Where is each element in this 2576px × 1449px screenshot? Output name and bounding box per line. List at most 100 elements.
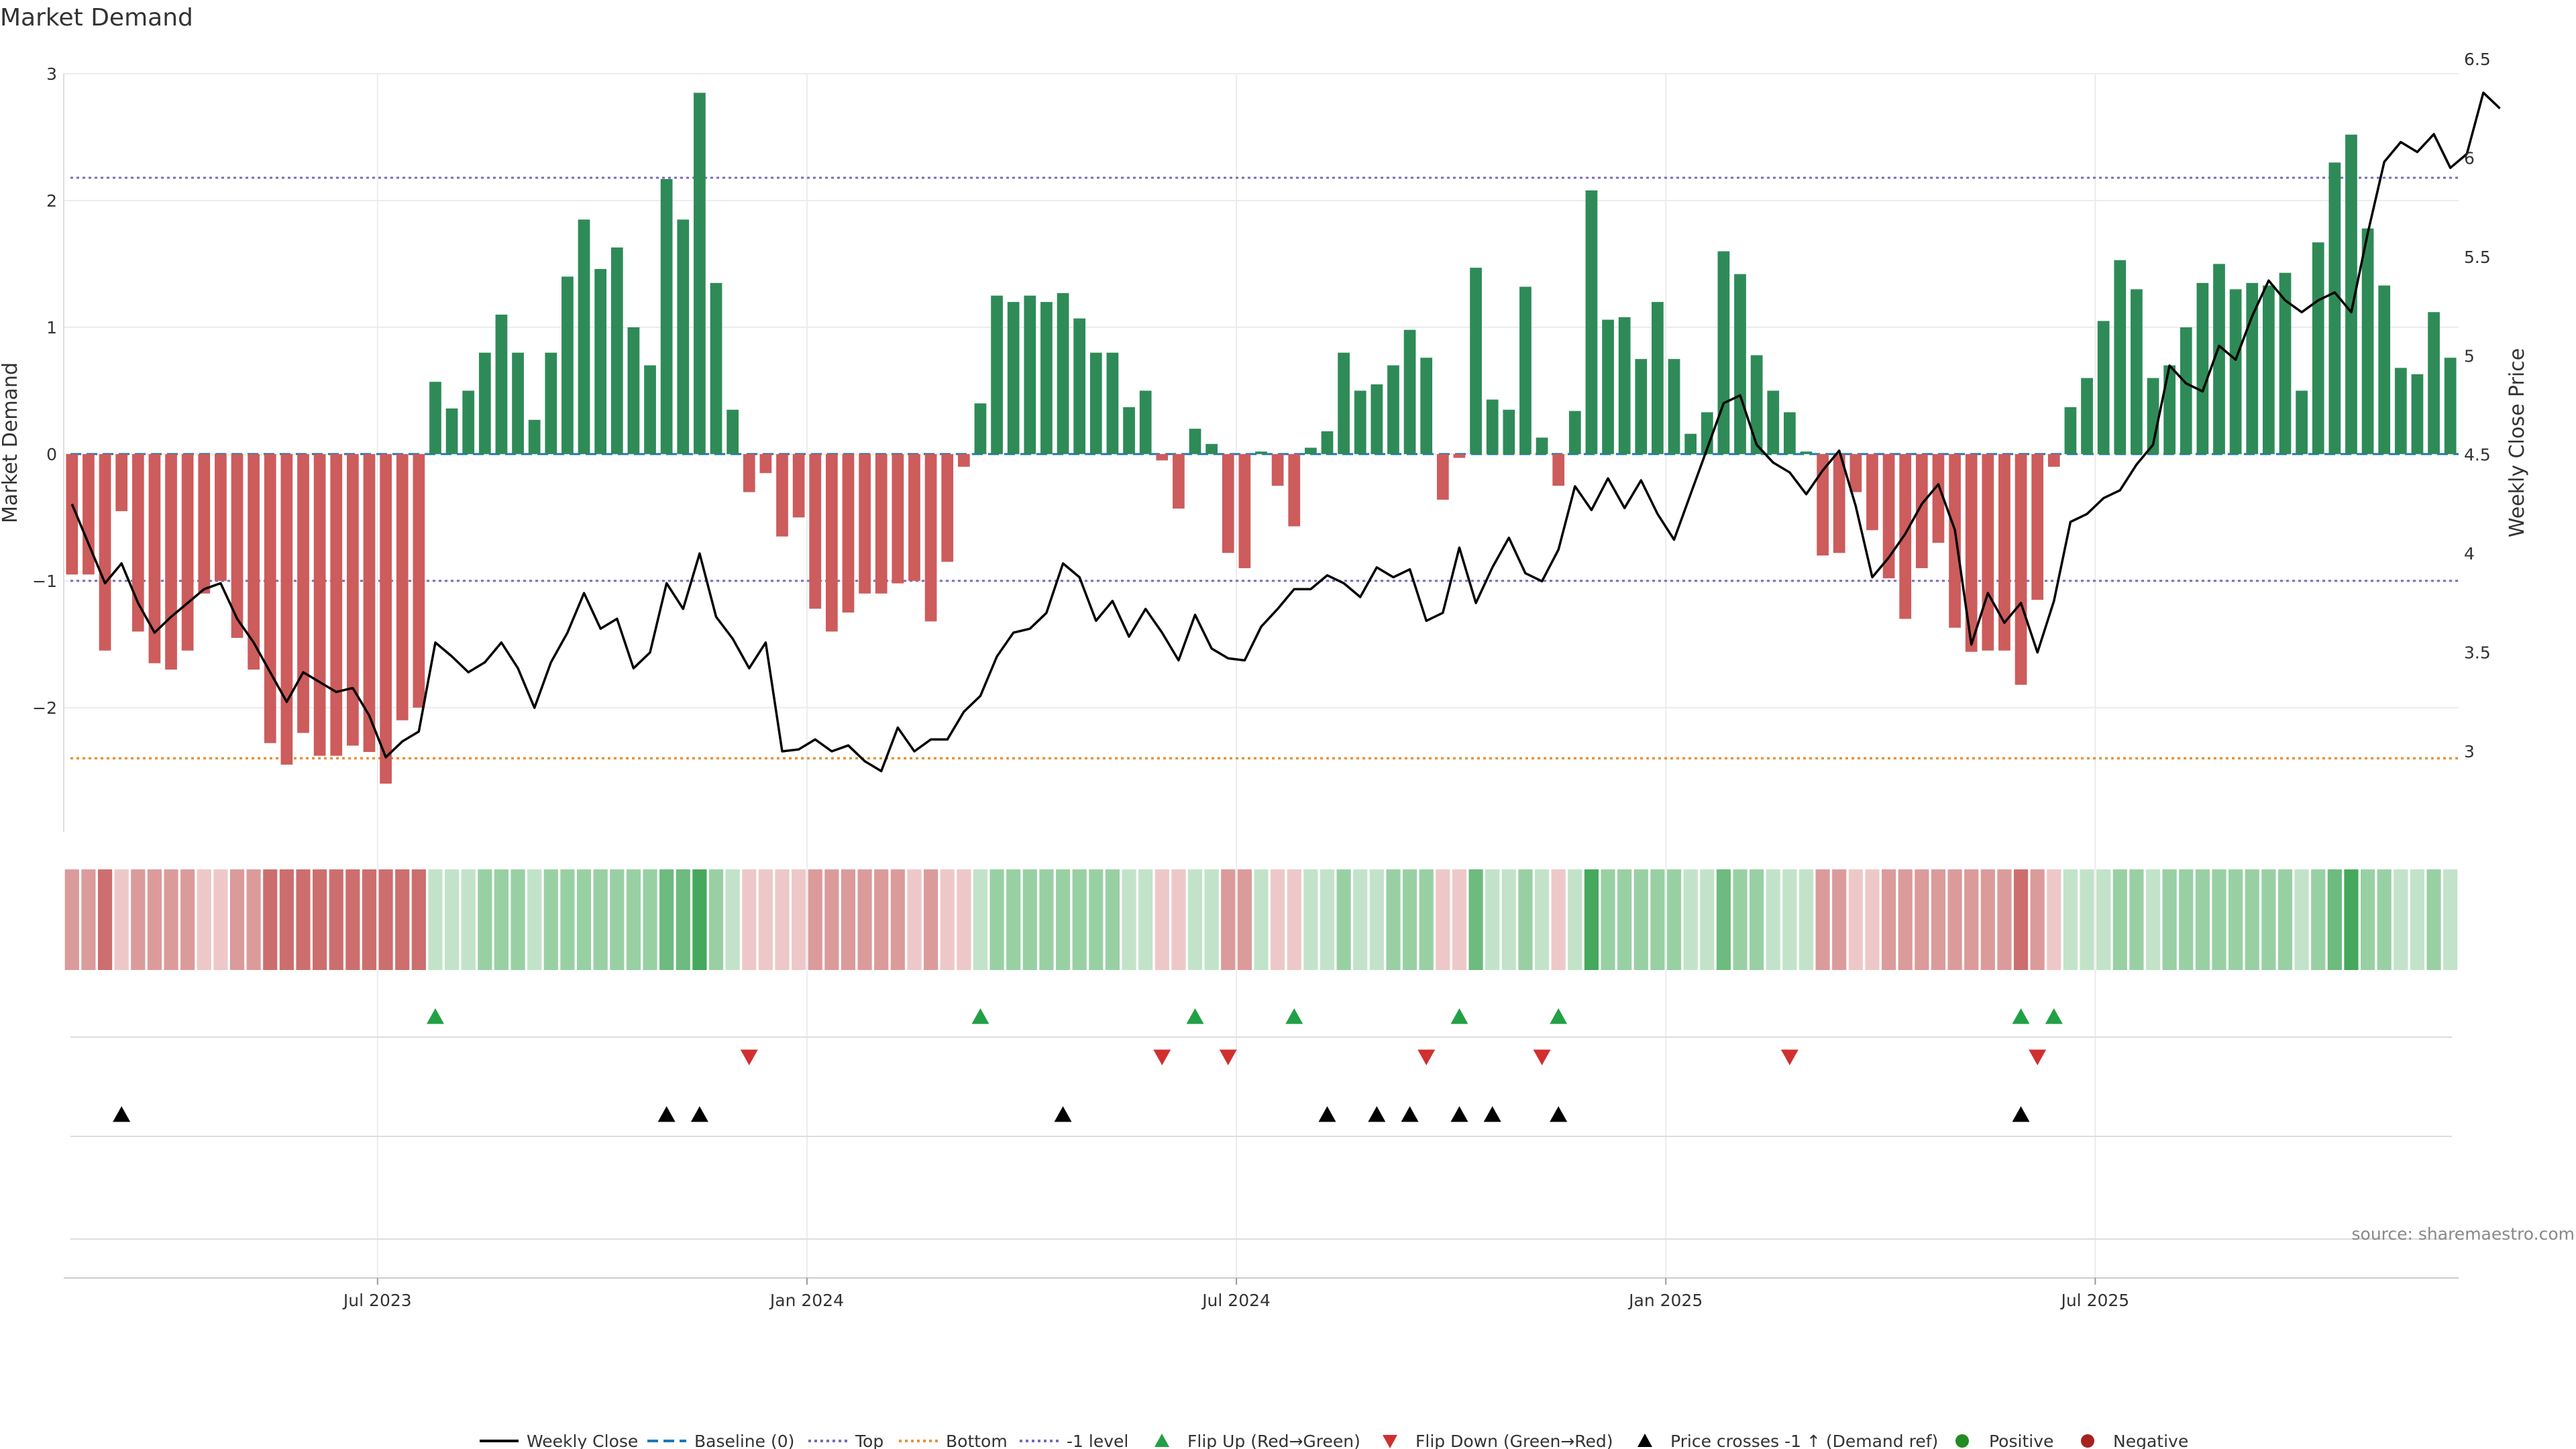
heat-cell — [1402, 869, 1417, 970]
demand-bar — [561, 276, 574, 454]
heat-cell — [1022, 869, 1037, 970]
heat-cell — [1468, 869, 1483, 970]
legend: Weekly Close Baseline (0) Top Bottom -1 leve… — [480, 1432, 2188, 1449]
demand-bar — [660, 178, 673, 454]
demand-bar — [1899, 453, 1912, 619]
demand-bar — [280, 453, 293, 765]
heat-cell — [131, 869, 146, 970]
heat-cell — [1485, 869, 1500, 970]
flip-down-marker — [1153, 1049, 1171, 1065]
demand-bar — [2428, 312, 2440, 454]
heat-cell — [1815, 869, 1830, 970]
demand-bar — [610, 247, 623, 454]
heat-cell — [246, 869, 261, 970]
demand-bar — [148, 453, 161, 663]
demand-bar — [495, 315, 508, 454]
heat-cell — [64, 869, 79, 970]
demand-bar — [1684, 433, 1697, 454]
demand-bar — [1998, 453, 2010, 651]
legend-item: Flip Up (Red→Green) — [1155, 1432, 1360, 1449]
demand-bar — [1007, 302, 1020, 454]
heat-cell — [725, 869, 740, 970]
demand-bar — [1189, 429, 1201, 454]
demand-bar — [1800, 451, 1813, 454]
heat-cell — [411, 869, 426, 970]
heat-cell — [1254, 869, 1269, 970]
flip-down-marker — [1417, 1049, 1436, 1065]
heat-cell — [114, 869, 129, 970]
heat-cell — [2394, 869, 2408, 970]
demand-bar — [1470, 268, 1482, 454]
demand-bar — [1866, 453, 1878, 531]
price-line-group — [70, 91, 2501, 773]
heat-cell — [2179, 869, 2194, 970]
demand-bar — [1833, 453, 1845, 553]
heat-cell — [444, 869, 460, 970]
heat-cell — [792, 869, 806, 970]
legend-item: -1 level — [1020, 1432, 1128, 1449]
heat-cell — [1750, 869, 1764, 970]
heat-cell — [1105, 869, 1120, 970]
heat-cell — [2129, 869, 2144, 970]
heat-cell — [1452, 869, 1467, 970]
heat-cell — [1881, 869, 1896, 970]
legend-item: Top — [808, 1432, 883, 1449]
demand-bar — [2229, 289, 2242, 454]
legend-item: Bottom — [899, 1432, 1008, 1449]
heat-cell — [2344, 869, 2359, 970]
demand-bar — [727, 409, 739, 454]
heat-cell — [1584, 869, 1599, 970]
heat-cell — [1799, 869, 1814, 970]
demand-bars — [66, 93, 2457, 784]
demand-bar — [1403, 329, 1416, 454]
heat-cell — [2261, 869, 2276, 970]
heat-cell — [874, 869, 889, 970]
demand-bar — [1849, 453, 1862, 492]
demand-bar — [545, 352, 557, 454]
heat-cell — [890, 869, 905, 970]
demand-heat-strip — [64, 869, 2458, 970]
heat-cell — [1551, 869, 1566, 970]
heat-cell — [1436, 869, 1450, 970]
right-tick-label: 3.5 — [2464, 643, 2491, 663]
demand-bar — [2213, 264, 2225, 454]
demand-bar — [131, 453, 144, 632]
heat-cell — [1633, 869, 1648, 970]
demand-bar — [115, 453, 128, 511]
demand-bar — [2262, 285, 2275, 454]
legend-label: Flip Down (Green→Red) — [1415, 1432, 1613, 1449]
heat-cell — [841, 869, 856, 970]
demand-bar — [991, 295, 1003, 454]
demand-bar — [2064, 407, 2077, 454]
demand-bar — [1750, 355, 1763, 454]
demand-bar — [2328, 162, 2341, 454]
demand-bar — [941, 453, 954, 562]
demand-bar — [1486, 399, 1499, 454]
heat-cell — [1320, 869, 1335, 970]
heat-cell — [1683, 869, 1698, 970]
heat-cell — [313, 869, 327, 970]
demand-bar — [1089, 352, 1102, 454]
heat-cell — [2112, 869, 2127, 970]
heat-cell — [213, 869, 228, 970]
heat-cell — [576, 869, 592, 970]
x-tick-label: Jul 2023 — [342, 1291, 412, 1310]
price-cross-marker — [657, 1106, 676, 1122]
demand-bar — [1436, 453, 1449, 500]
heat-cell — [1122, 869, 1136, 970]
flip-down-marker — [2029, 1049, 2047, 1065]
source-note: source: sharemaestro.com — [2352, 1224, 2575, 1244]
demand-bar — [2180, 327, 2192, 454]
legend-label: -1 level — [1067, 1432, 1128, 1449]
heat-cell — [2080, 869, 2094, 970]
demand-bar — [1932, 453, 1945, 543]
demand-bar — [974, 403, 987, 454]
right-tick-label: 6.5 — [2464, 50, 2491, 69]
demand-bar — [627, 327, 640, 454]
legend-label: Flip Up (Red→Green) — [1187, 1432, 1360, 1449]
demand-bar — [1255, 451, 1267, 454]
heat-cell — [1964, 869, 1979, 970]
signal-lanes — [70, 1036, 2452, 1240]
demand-bar — [1965, 453, 1978, 652]
demand-bar — [66, 453, 78, 575]
